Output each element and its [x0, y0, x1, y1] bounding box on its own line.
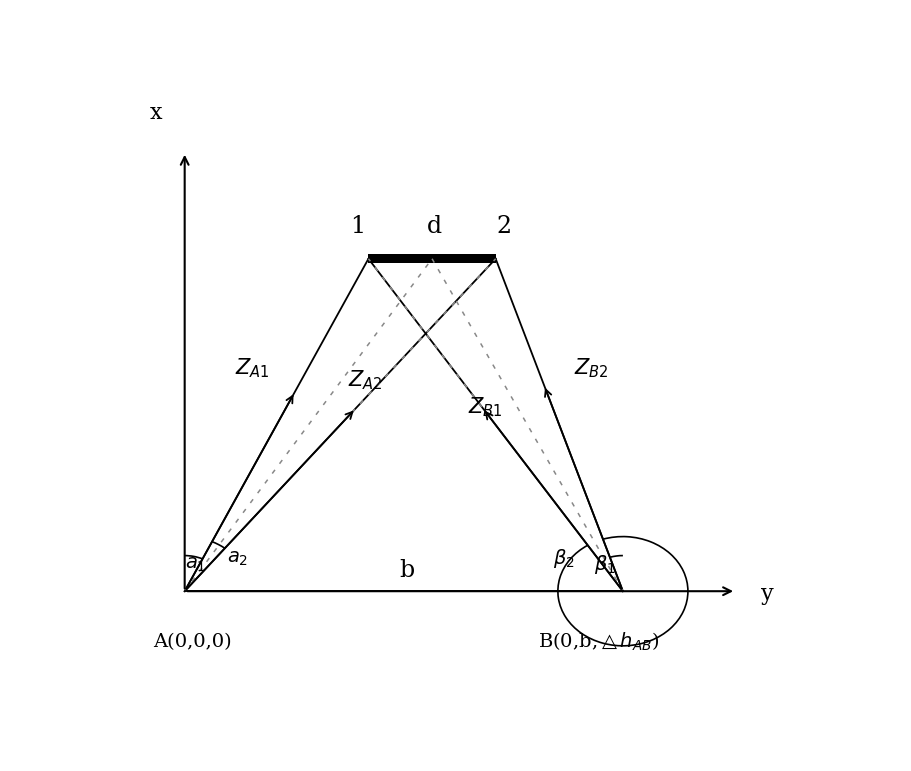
Text: $Z_{B2}$: $Z_{B2}$	[573, 357, 608, 380]
Text: $Z_{A2}$: $Z_{A2}$	[347, 369, 382, 392]
Bar	[368, 254, 496, 264]
Text: $\beta_2$: $\beta_2$	[553, 547, 575, 570]
Text: B(0,b,$\triangle h_{AB}$): B(0,b,$\triangle h_{AB}$)	[537, 631, 659, 653]
Text: 2: 2	[496, 214, 511, 237]
Text: $Z_{A1}$: $Z_{A1}$	[234, 357, 269, 380]
Text: 1: 1	[350, 214, 365, 237]
Text: $a_1$: $a_1$	[184, 555, 206, 574]
Text: x: x	[150, 103, 162, 124]
Text: $a_2$: $a_2$	[227, 550, 248, 567]
Text: d: d	[426, 214, 441, 237]
Text: $\beta_1$: $\beta_1$	[594, 553, 616, 576]
Text: b: b	[399, 559, 415, 582]
Text: A(0,0,0): A(0,0,0)	[153, 633, 231, 651]
Text: $Z_{B1}$: $Z_{B1}$	[467, 396, 502, 419]
Text: y: y	[761, 583, 773, 605]
